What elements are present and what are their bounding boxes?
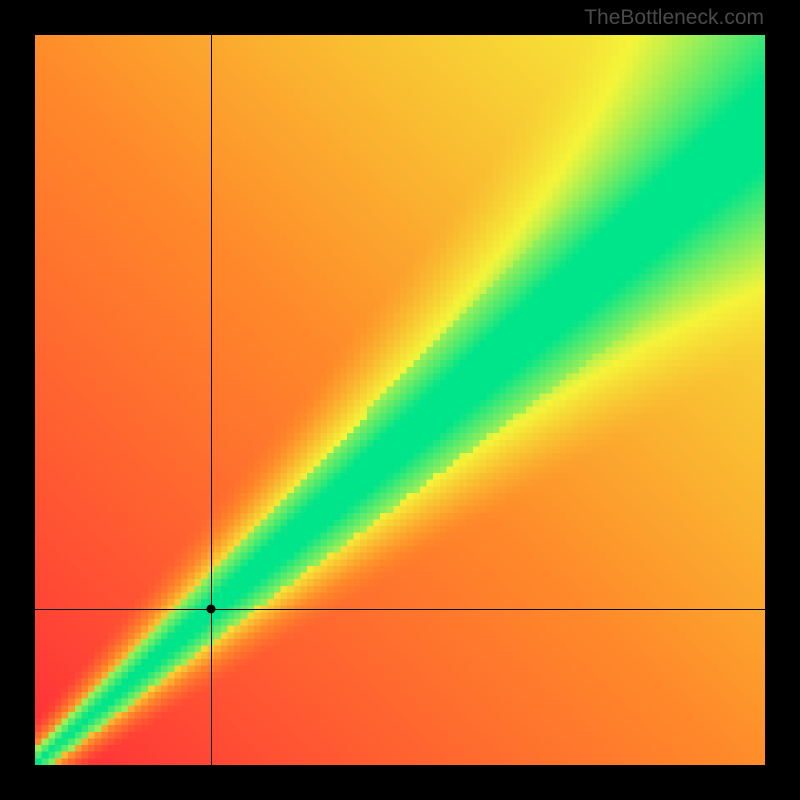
plot-area: [35, 35, 765, 765]
selection-marker-dot: [206, 604, 215, 613]
crosshair-horizontal-line: [35, 609, 765, 610]
crosshair-vertical-line: [211, 35, 212, 765]
bottleneck-heatmap: [35, 35, 765, 765]
watermark-text: TheBottleneck.com: [584, 6, 764, 30]
